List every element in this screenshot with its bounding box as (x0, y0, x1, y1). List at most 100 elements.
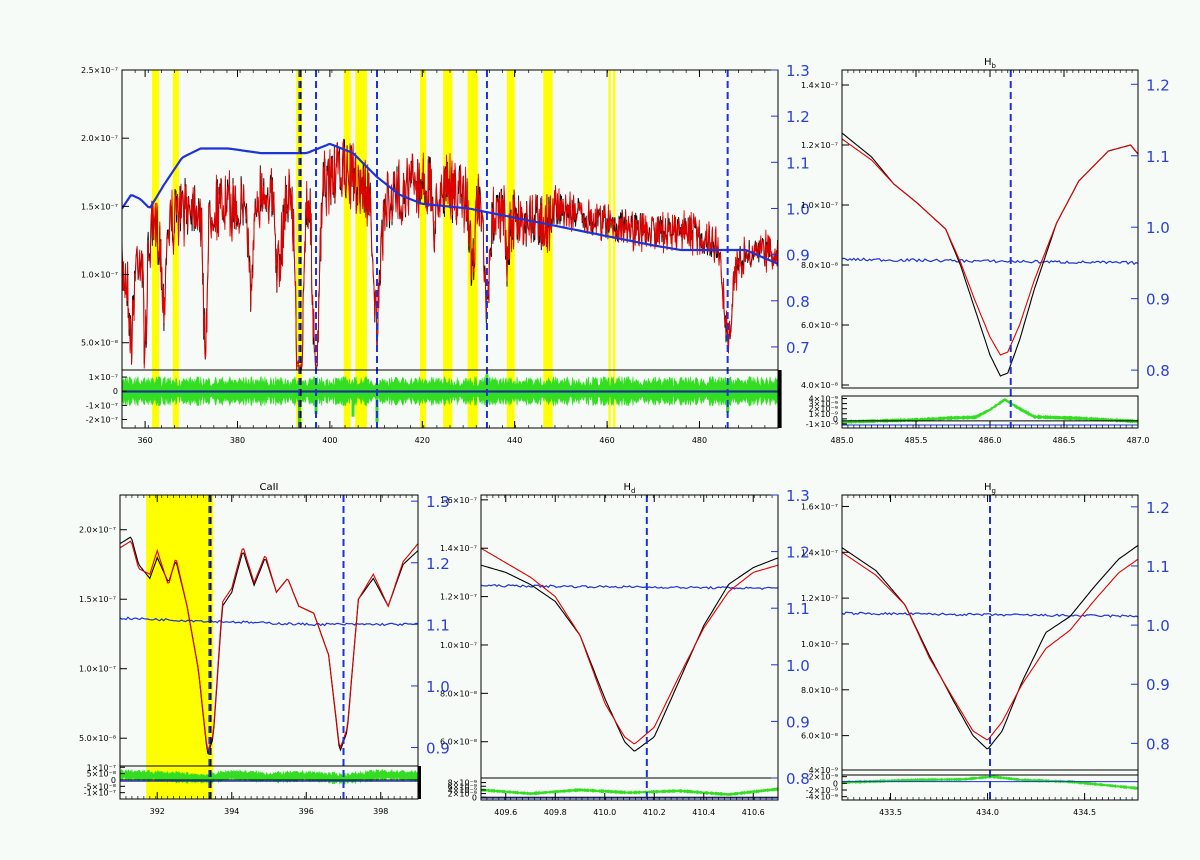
observed-spectrum (481, 557, 778, 752)
y-tick-label-2: 1.0×10⁻⁷ (440, 641, 477, 650)
mask-region-0 (152, 70, 159, 428)
mask-region-8 (506, 70, 515, 428)
panel-title: Hb (984, 57, 997, 70)
model-spectrum (122, 138, 778, 370)
residual-plot (481, 787, 778, 799)
y2-tick-label-1: 1.0 (426, 678, 450, 696)
observed-spectrum (842, 132, 1138, 377)
residual-band (842, 774, 1138, 790)
residual-tick-label-4: 0 (833, 415, 838, 424)
panel-title: Hg (984, 482, 996, 495)
residual-plot (122, 374, 778, 427)
x-tick-label-2: 410.0 (593, 808, 616, 817)
y-tick-label-3: 1.2×10⁻⁷ (440, 593, 477, 602)
observed-spectrum (842, 544, 1138, 750)
residual-frame (480, 777, 779, 801)
y2-tick-label-5: 1.3 (786, 487, 810, 505)
x-tick-label-3: 420 (415, 436, 430, 445)
panel-hb: 485.0 485.5 486.0 486.5 487.0 4.0×10⁻⁸ 6.0×10⁻… (801, 57, 1170, 445)
x-axis: 392 394 396 398 (119, 495, 419, 816)
x-tick-label-5: 410.6 (742, 808, 765, 817)
residual-tick-label-3: 2×10⁻⁹ (448, 790, 477, 799)
x-tick-label-1: 409.8 (544, 808, 567, 817)
residual-axis: 1×10⁻⁷5×10⁻⁸0-5×10⁻⁸-1×10⁻⁷ (84, 763, 125, 798)
main-plot (120, 536, 418, 754)
y-tick-label-3: 1.0×10⁻⁷ (801, 201, 838, 210)
x-axis: 360 380 400 420 440 460 480 (121, 70, 779, 445)
y-tick-label-1: 8.0×10⁻⁸ (801, 686, 838, 695)
y-tick-label-2: 8.0×10⁻⁸ (801, 261, 838, 270)
y2-tick-label-3: 1.1 (1146, 148, 1170, 166)
residual-tick-label-3: -2×10⁻⁹ (806, 786, 838, 795)
x-tick-label-1: 434.0 (976, 808, 999, 817)
x-tick-label-3: 398 (373, 807, 388, 816)
residual-tick-label-1: 0 (113, 387, 118, 396)
y-tick-label-0: 5.0×10⁻⁸ (81, 339, 118, 348)
continuum-curve (842, 257, 1138, 266)
y-tick-label-2: 1.0×10⁻⁷ (801, 640, 838, 649)
residual-tick-label-4: 0 (472, 793, 477, 802)
residual-tick-label-4: -1×10⁻⁷ (84, 789, 116, 798)
residual-axis: 1×10⁻⁷ 0 -1×10⁻⁷ -2×10⁻⁷ (86, 373, 127, 425)
mask-region-10 (608, 70, 611, 428)
residual-tick-label-0: 1×10⁻⁷ (89, 373, 118, 382)
panel-full: 360 380 400 420 440 460 480 5.0×10⁻⁸ 1.0×10⁻⁷ 1.5… (81, 62, 810, 445)
residual-tick-label-5: -1×10⁻⁹ (806, 420, 838, 429)
x-tick-label-0: 409.6 (494, 808, 517, 817)
mask-region-6 (443, 70, 453, 428)
x-tick-label-0: 485.0 (831, 436, 854, 445)
y-tick-label-3: 2.0×10⁻⁷ (79, 526, 116, 535)
residual-tick-label-3: -5×10⁻⁸ (84, 782, 116, 791)
y-tick-label-3: 2.0×10⁻⁷ (81, 134, 118, 143)
model-spectrum (481, 547, 778, 745)
y2-tick-label-3: 1.1 (786, 600, 810, 618)
x-tick-label-1: 394 (224, 807, 239, 816)
x-tick-label-6: 480 (692, 436, 707, 445)
residual-tick-label-0: 4×10⁻⁹ (809, 766, 838, 775)
continuum-curve (842, 611, 1138, 618)
residual-tick-label-3: -2×10⁻⁷ (86, 416, 118, 425)
mask-region-0 (146, 495, 214, 799)
x-tick-label-0: 433.5 (879, 808, 902, 817)
y2-tick-label-0: 0.8 (1146, 362, 1170, 380)
y2-tick-label-4: 1.3 (426, 493, 450, 511)
residual-tick-label-2: 0 (111, 776, 116, 785)
y-tick-label-4: 2.5×10⁻⁷ (81, 66, 118, 75)
residual-tick-label-0: 8×10⁻⁹ (448, 779, 477, 788)
x-tick-label-5: 460 (599, 436, 614, 445)
x-tick-label-4: 487.0 (1127, 436, 1150, 445)
x-tick-label-0: 360 (137, 436, 152, 445)
y2-axis: 0.9 1.0 1.1 1.2 1.3 (411, 493, 450, 758)
y2-tick-label-2: 1.0 (786, 657, 810, 675)
residual-axis: 4×10⁻⁹3×10⁻⁹2×10⁻⁹1×10⁻⁹0-1×10⁻⁹ (806, 395, 847, 429)
y-axis: 6.0×10⁻⁸ 8.0×10⁻⁸ 1.0×10⁻⁷ 1.2×10⁻⁷ 1.4×10⁻⁷… (440, 496, 488, 747)
y2-axis: 0.7 0.8 0.9 1.0 1.1 1.2 1.3 (771, 62, 810, 357)
residual-plot (842, 398, 1138, 426)
y-tick-label-1: 1.0×10⁻⁷ (79, 665, 116, 674)
mask-region-1 (172, 70, 179, 428)
y2-tick-label-6: 1.3 (786, 62, 810, 80)
residual-tick-label-1: 2×10⁻⁹ (809, 773, 838, 782)
y2-axis: 0.8 0.9 1.0 1.1 1.2 1.3 (771, 487, 810, 788)
y2-tick-label-2: 1.0 (1146, 219, 1170, 237)
residual-tick-label-1: 6×10⁻⁹ (448, 782, 477, 791)
residual-side-bar (418, 766, 421, 799)
x-tick-label-1: 485.5 (905, 436, 928, 445)
x-tick-label-4: 410.4 (692, 808, 715, 817)
residual-tick-label-1: 3×10⁻⁹ (809, 400, 838, 409)
y2-tick-label-3: 1.1 (1146, 558, 1170, 576)
x-tick-label-1: 380 (230, 436, 245, 445)
panel-hg: 433.5 434.0 434.5 6.0×10⁻⁸ 8.0×10⁻⁸ 1.0×10⁻⁷ 1… (801, 482, 1170, 817)
y-tick-label-2: 1.5×10⁻⁷ (79, 595, 116, 604)
y2-tick-label-0: 0.8 (1146, 735, 1170, 753)
mask-region-11 (613, 70, 616, 428)
y-tick-label-5: 1.6×10⁻⁷ (440, 496, 477, 505)
y2-tick-label-4: 1.2 (1146, 499, 1170, 517)
y2-tick-label-4: 1.2 (1146, 76, 1170, 94)
residual-tick-label-0: 1×10⁻⁷ (87, 763, 116, 772)
x-axis: 433.5 434.0 434.5 (841, 495, 1139, 817)
main-plot (481, 547, 778, 752)
y2-tick-label-4: 1.2 (786, 544, 810, 562)
x-tick-label-3: 486.5 (1053, 436, 1076, 445)
residual-tick-label-4: -4×10⁻⁹ (806, 793, 838, 802)
